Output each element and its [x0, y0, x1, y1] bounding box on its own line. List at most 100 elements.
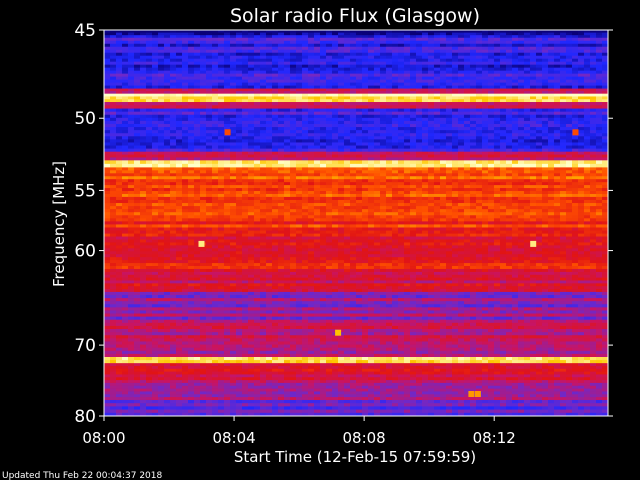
spectrogram-cell	[482, 130, 488, 134]
spectrogram-cell	[104, 173, 110, 177]
spectrogram-cell	[506, 163, 512, 168]
spectrogram-cell	[260, 49, 266, 54]
spectrogram-cell	[272, 108, 278, 113]
spectrogram-cell	[518, 58, 524, 63]
spectrogram-cell	[374, 96, 380, 100]
spectrogram-cell	[524, 203, 530, 207]
spectrogram-cell	[110, 35, 116, 39]
spectrogram-cell	[350, 117, 356, 122]
spectrogram-cell	[188, 114, 194, 119]
spectrogram-cell	[344, 55, 350, 60]
spectrogram-cell	[560, 93, 566, 97]
spectrogram-cell	[170, 120, 176, 125]
spectrogram-cell	[248, 111, 254, 116]
spectrogram-cell	[488, 73, 494, 78]
spectrogram-cell	[512, 52, 518, 57]
spectrogram-cell	[332, 93, 338, 97]
spectrogram-cell	[524, 154, 530, 158]
spectrogram-cell	[152, 99, 158, 103]
spectrogram-cell	[446, 61, 452, 66]
spectrogram-cell	[422, 49, 428, 54]
spectrogram-cell	[554, 70, 560, 75]
spectrogram-cell	[104, 191, 110, 195]
spectrogram-cell	[440, 170, 446, 174]
spectrogram-cell	[590, 58, 596, 63]
spectrogram-cell	[200, 193, 206, 198]
spectrogram-cell	[566, 142, 572, 146]
spectrogram-cell	[164, 37, 170, 42]
spectrogram-cell	[236, 151, 242, 155]
spectrogram-cell	[578, 142, 584, 146]
spectrogram-cell	[248, 120, 254, 125]
spectrogram-cell	[296, 120, 302, 125]
spectrogram-cell	[422, 127, 428, 131]
spectrogram-cell	[254, 76, 260, 81]
spectrogram-cell	[314, 64, 320, 69]
spectrogram-cell	[152, 176, 158, 180]
spectrogram-cell	[374, 55, 380, 60]
spectrogram-cell	[134, 61, 140, 66]
spectrogram-cell	[134, 79, 140, 83]
spectrogram-cell	[242, 151, 248, 155]
spectrogram-cell	[284, 43, 290, 48]
spectrogram-cell	[440, 67, 446, 72]
spectrogram-cell	[338, 160, 344, 165]
spectrogram-cell	[122, 167, 128, 171]
spectrogram-cell	[536, 99, 542, 103]
spectrogram-cell	[146, 79, 152, 83]
spectrogram-cell	[320, 61, 326, 66]
spectrogram-cell	[500, 32, 506, 36]
spectrogram-cell	[404, 145, 410, 150]
spectrogram-cell	[176, 49, 182, 54]
spectrogram-cell	[476, 167, 482, 171]
spectrogram-cell	[542, 61, 548, 66]
spectrogram-cell	[182, 99, 188, 103]
spectrogram-cell	[152, 49, 158, 54]
spectrogram-cell	[236, 160, 242, 165]
spectrogram-cell	[122, 93, 128, 97]
spectrogram-cell	[308, 145, 314, 150]
spectrogram-cell	[290, 151, 296, 155]
spectrogram-cell	[242, 206, 248, 210]
spectrogram-cell	[266, 61, 272, 66]
spectrogram-cell	[146, 64, 152, 69]
spectrogram-cell	[266, 76, 272, 81]
spectrogram-cell	[116, 105, 122, 109]
spectrogram-cell	[266, 151, 272, 155]
spectrogram-cell	[248, 123, 254, 128]
spectrogram-cell	[122, 127, 128, 131]
spectrogram-cell	[128, 46, 134, 51]
spectrogram-cell	[326, 79, 332, 83]
spectrogram-cell	[560, 70, 566, 75]
spectrogram-cell	[530, 85, 536, 89]
spectrogram-cell	[260, 167, 266, 171]
spectrogram-cell	[302, 82, 308, 86]
spectrogram-cell	[218, 182, 224, 186]
spectrogram-cell	[188, 139, 194, 143]
spectrogram-cell	[308, 99, 314, 103]
spectrogram-cell	[542, 127, 548, 131]
spectrogram-cell	[488, 173, 494, 177]
spectrogram-cell	[374, 136, 380, 140]
spectrogram-cell	[200, 79, 206, 83]
spectrogram-cell	[266, 70, 272, 75]
spectrogram-cell	[164, 35, 170, 39]
spectrogram-cell	[326, 170, 332, 174]
spectrogram-cell	[176, 127, 182, 131]
spectrogram-cell	[596, 79, 602, 83]
spectrogram-cell	[602, 179, 608, 183]
spectrogram-cell	[146, 160, 152, 165]
spectrogram-cell	[326, 136, 332, 140]
spectrogram-cell	[566, 167, 572, 171]
spectrogram-cell	[338, 193, 344, 198]
spectrogram-cell	[506, 61, 512, 66]
spectrogram-cell	[416, 170, 422, 174]
spectrogram-cell	[446, 35, 452, 39]
spectrogram-cell	[518, 173, 524, 177]
spectrogram-cell	[266, 46, 272, 51]
spectrogram-cell	[140, 108, 146, 113]
spectrogram-cell	[134, 185, 140, 189]
spectrogram-cell	[548, 173, 554, 177]
spectrogram-cell	[212, 142, 218, 146]
spectrogram-cell	[500, 173, 506, 177]
